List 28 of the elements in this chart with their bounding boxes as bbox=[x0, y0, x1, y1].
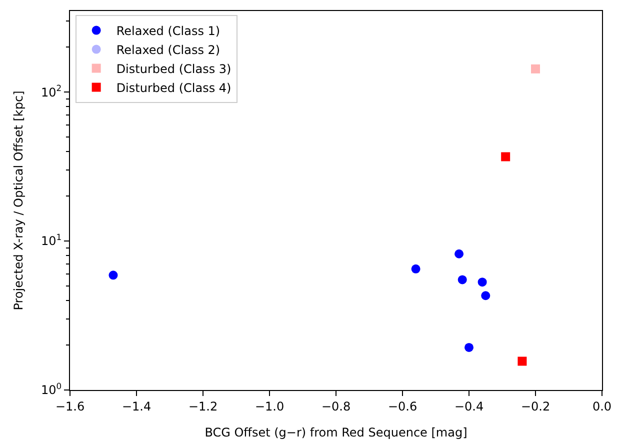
legend-label: Relaxed (Class 1) bbox=[116, 24, 220, 38]
x-tick-label: −1.4 bbox=[122, 399, 152, 414]
point bbox=[464, 342, 474, 352]
x-tick-label: −0.8 bbox=[321, 399, 351, 414]
y-tick-label: 10$^{1}$ bbox=[40, 232, 62, 248]
x-tick-label: −0.4 bbox=[454, 399, 484, 414]
x-tick-label: −0.6 bbox=[388, 399, 418, 414]
point bbox=[411, 264, 420, 274]
x-axis-title: BCG Offset (g−r) from Red Sequence [mag] bbox=[204, 425, 468, 440]
point bbox=[531, 64, 540, 74]
point bbox=[458, 275, 467, 284]
legend-label: Disturbed (Class 3) bbox=[116, 62, 232, 76]
point bbox=[501, 152, 510, 162]
y-tick-label: 10$^{0}$ bbox=[40, 381, 62, 398]
point bbox=[518, 356, 527, 366]
y-axis-title: Projected X-ray / Optical Offset [kpc] bbox=[11, 90, 26, 310]
point bbox=[108, 270, 118, 280]
legend-label: Disturbed (Class 4) bbox=[116, 80, 232, 95]
x-tick-label: 0.0 bbox=[592, 399, 612, 414]
point bbox=[454, 249, 464, 258]
point bbox=[478, 278, 487, 287]
x-tick-label: −0.2 bbox=[520, 399, 550, 414]
x-tick-label: −1.0 bbox=[254, 399, 284, 414]
x-tick-label: −1.2 bbox=[188, 399, 218, 414]
point bbox=[481, 291, 490, 300]
x-tick-label: −1.6 bbox=[55, 399, 85, 414]
legend-label: Relaxed (Class 2) bbox=[116, 42, 220, 57]
y-tick-label: 10$^{2}$ bbox=[40, 83, 62, 100]
